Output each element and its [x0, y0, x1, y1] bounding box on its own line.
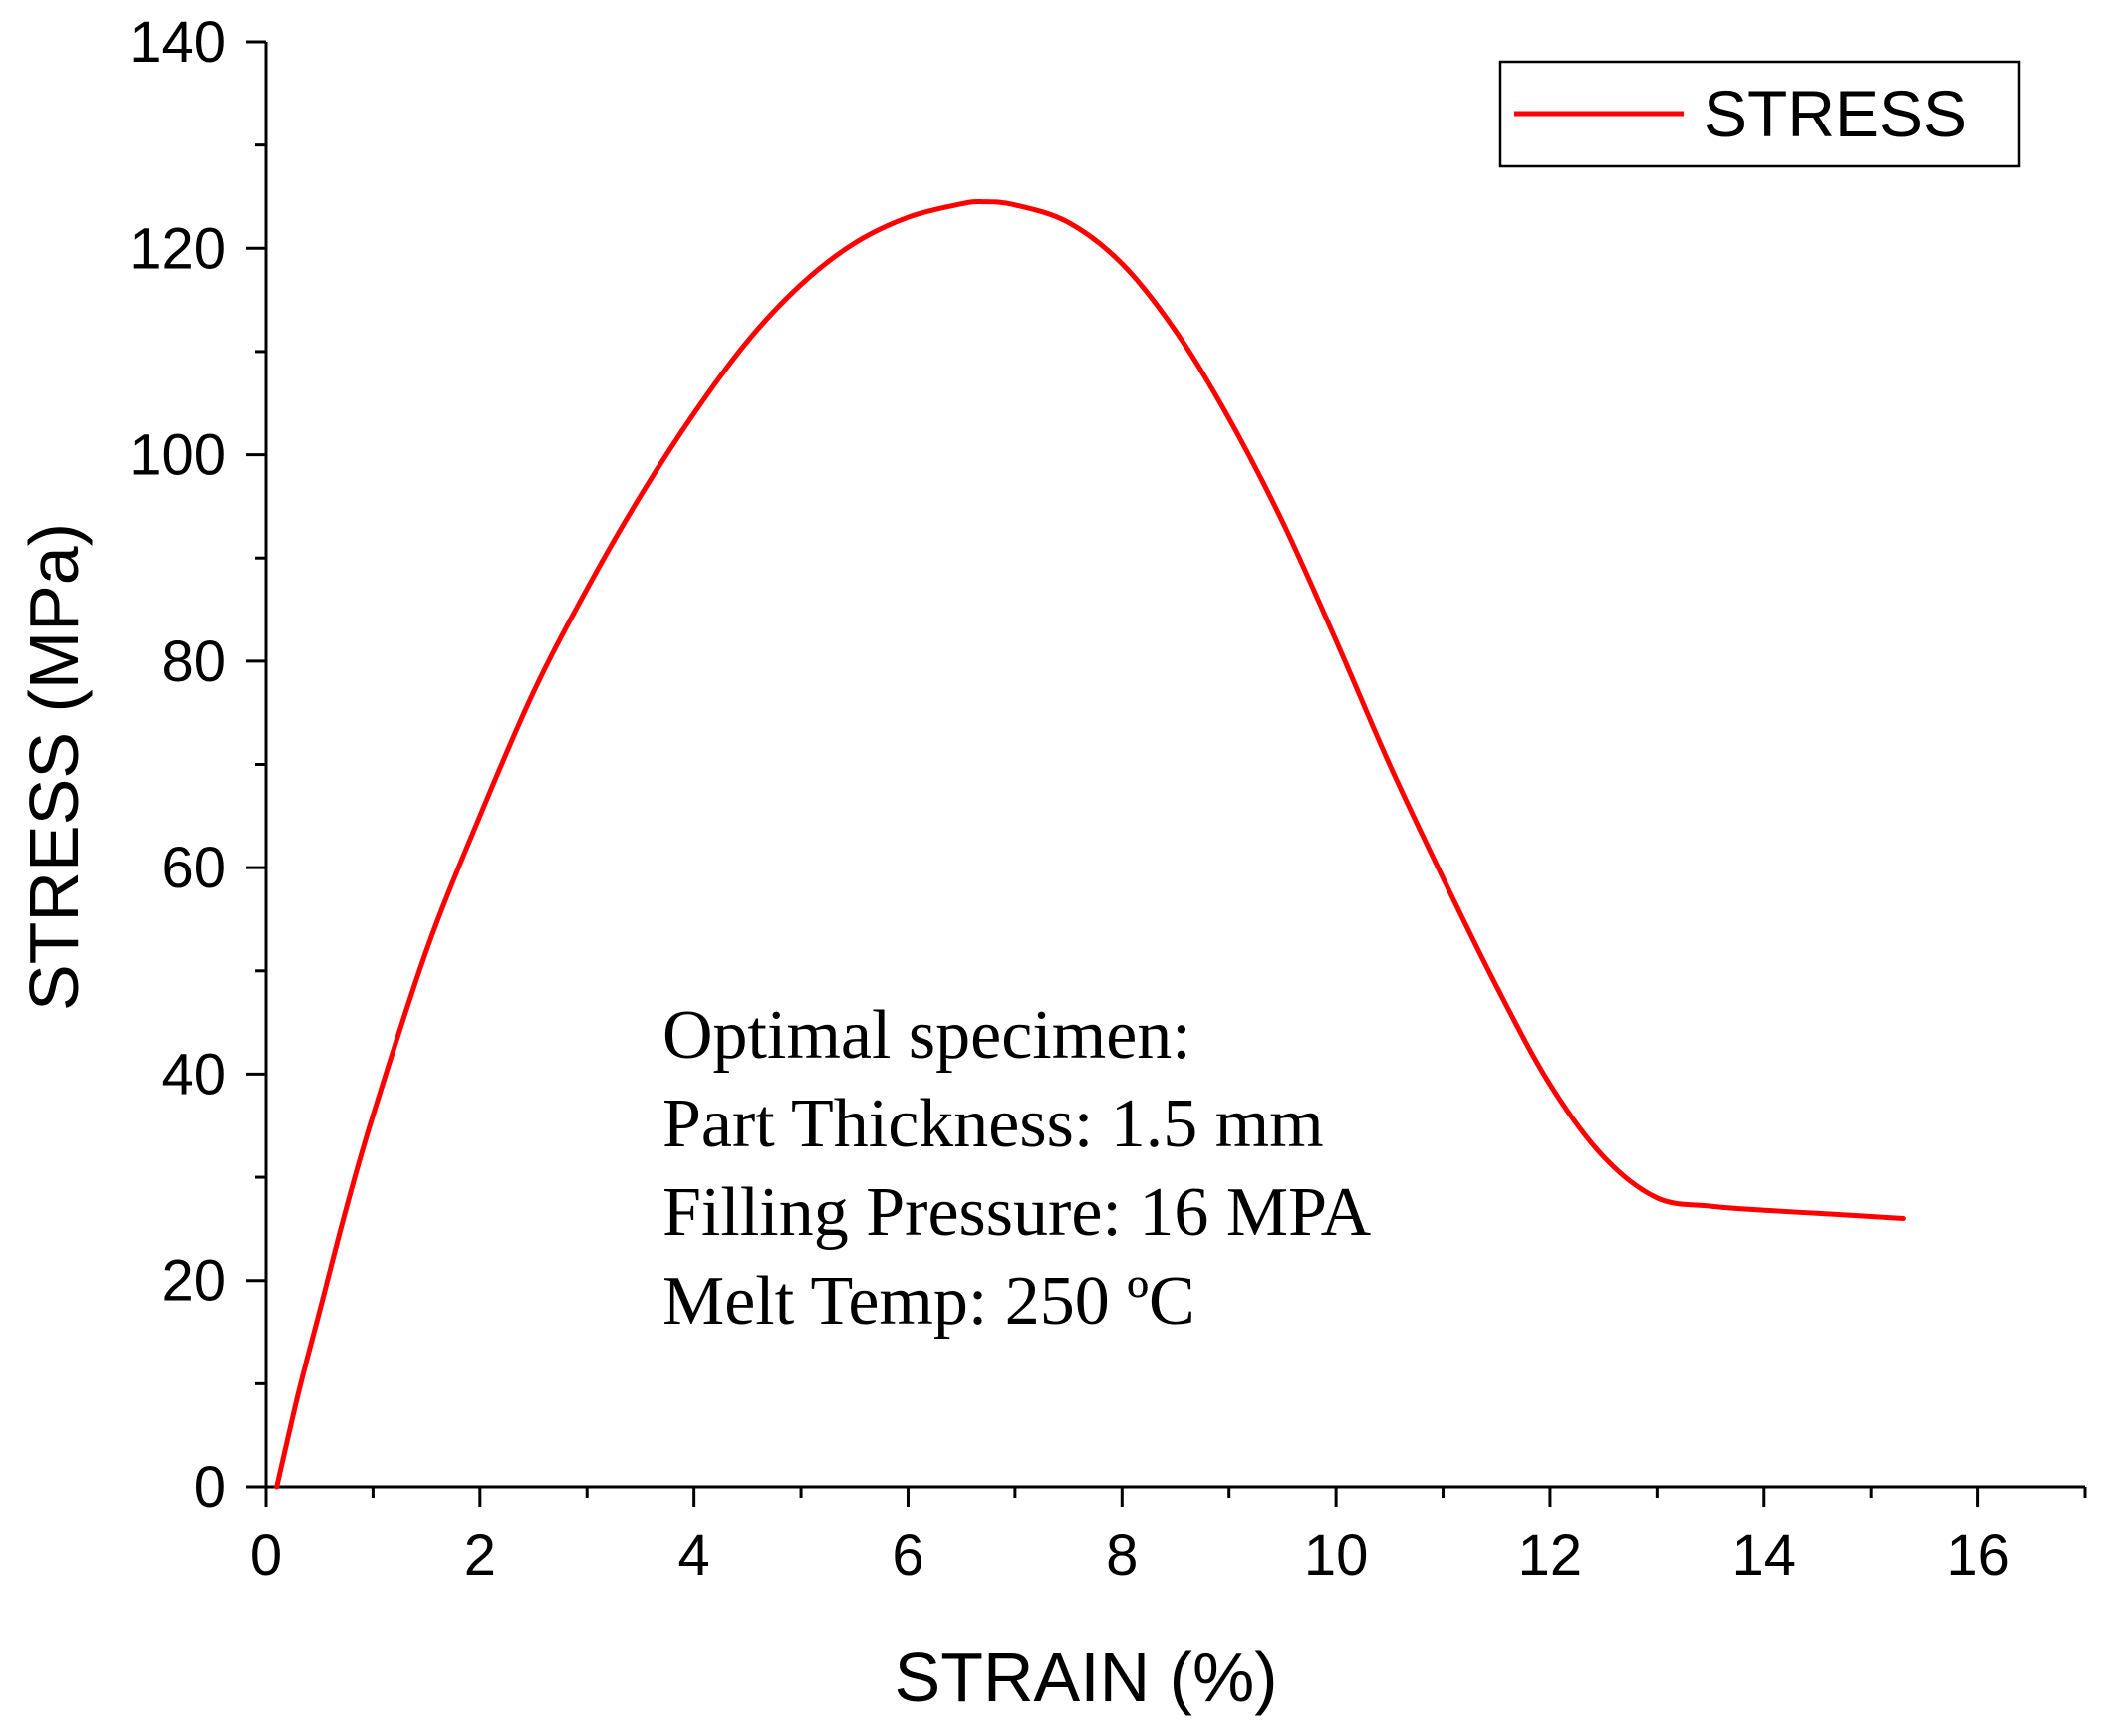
series-line-stress	[274, 199, 1906, 1490]
x-tick-label: 12	[1518, 1523, 1583, 1588]
y-tick-label: 60	[161, 836, 226, 900]
x-tick-label: 8	[1106, 1523, 1138, 1588]
y-tick-label: 80	[161, 629, 226, 694]
x-tick-label: 6	[892, 1523, 923, 1588]
y-tick-label: 100	[130, 423, 226, 488]
x-tick-label: 4	[678, 1523, 710, 1588]
x-tick-label: 2	[464, 1523, 496, 1588]
series-layer	[274, 199, 1906, 1490]
x-tick-label: 16	[1946, 1523, 2010, 1588]
y-tick-label: 120	[130, 216, 226, 281]
annotation-line: Melt Temp: 250 ºC	[662, 1263, 1195, 1340]
x-tick-label: 14	[1732, 1523, 1797, 1588]
annotation-box: Optimal specimen: Part Thickness: 1.5 mm F…	[662, 997, 1372, 1340]
x-tick-label: 10	[1304, 1523, 1369, 1588]
legend-label-stress: STRESS	[1704, 77, 1967, 150]
y-axis-title: STRESS (MPa)	[15, 523, 93, 1011]
y-tick-label: 0	[194, 1455, 226, 1520]
x-axis-title: STRAIN (%)	[895, 1638, 1278, 1716]
annotation-line: Filling Pressure: 16 MPA	[662, 1174, 1372, 1251]
annotation-line: Optimal specimen:	[662, 997, 1191, 1074]
axes: 0 2 4 6 8 10 12 14 16 0 20 40 60 80 100 120 140 STRAIN (%…	[15, 10, 2087, 1716]
x-tick-label: 0	[250, 1523, 282, 1588]
legend: STRESS	[1498, 60, 2021, 168]
y-tick-label: 140	[130, 10, 226, 75]
annotation-line: Part Thickness: 1.5 mm	[662, 1086, 1324, 1162]
y-tick-label: 20	[161, 1249, 226, 1314]
y-tick-label: 40	[161, 1042, 226, 1107]
